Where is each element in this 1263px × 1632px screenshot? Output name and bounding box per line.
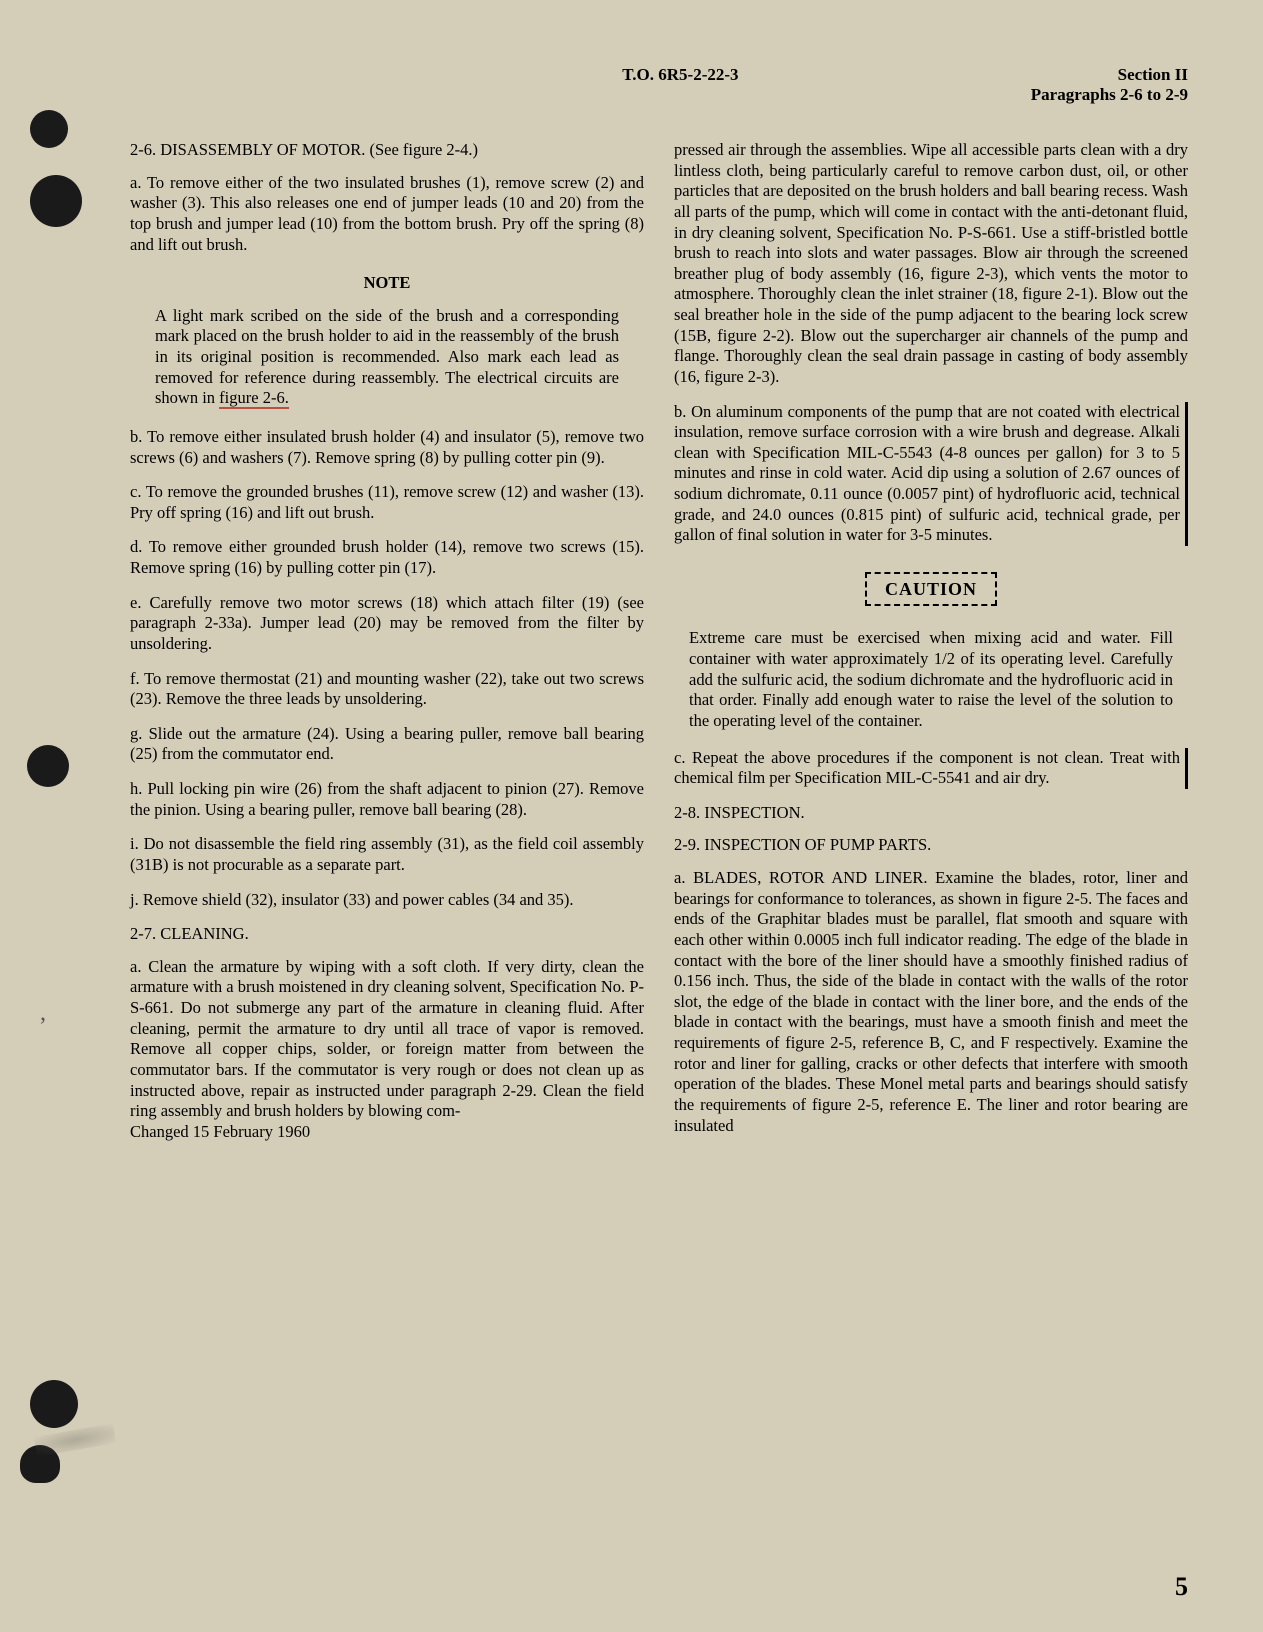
header-paragraphs: Paragraphs 2-6 to 2-9 bbox=[1031, 85, 1188, 105]
right-column: pressed air through the assemblies. Wipe… bbox=[674, 140, 1188, 1150]
section-title-2-7: 2-7. CLEANING. bbox=[130, 924, 644, 945]
para-2-6-f: f. To remove thermostat (21) and mountin… bbox=[130, 669, 644, 710]
para-2-7-a: a. Clean the armature by wiping with a s… bbox=[130, 957, 644, 1122]
header-section: Section II bbox=[1031, 65, 1188, 85]
para-2-6-b: b. To remove either insulated brush hold… bbox=[130, 427, 644, 468]
caution-box: CAUTION bbox=[865, 572, 997, 607]
para-2-9-a: a. BLADES, ROTOR AND LINER. Examine the … bbox=[674, 868, 1188, 1136]
para-2-7-b: b. On aluminum components of the pump th… bbox=[674, 402, 1188, 546]
para-2-6-i: i. Do not disassemble the field ring ass… bbox=[130, 834, 644, 875]
para-2-6-h: h. Pull locking pin wire (26) from the s… bbox=[130, 779, 644, 820]
section-title-2-8: 2-8. INSPECTION. bbox=[674, 803, 1188, 824]
note-heading: NOTE bbox=[130, 273, 644, 294]
para-2-6-e: e. Carefully remove two motor screws (18… bbox=[130, 593, 644, 655]
left-column: 2-6. DISASSEMBLY OF MOTOR. (See figure 2… bbox=[130, 140, 644, 1150]
para-2-6-g: g. Slide out the armature (24). Using a … bbox=[130, 724, 644, 765]
section-title-2-9: 2-9. INSPECTION OF PUMP PARTS. bbox=[674, 835, 1188, 856]
para-2-6-d: d. To remove either grounded brush holde… bbox=[130, 537, 644, 578]
para-2-7-c: c. Repeat the above procedures if the co… bbox=[674, 748, 1188, 789]
caution-body: Extreme care must be exercised when mixi… bbox=[674, 628, 1188, 731]
section-title-2-6: 2-6. DISASSEMBLY OF MOTOR. (See figure 2… bbox=[130, 140, 644, 161]
para-2-6-j: j. Remove shield (32), insulator (33) an… bbox=[130, 890, 644, 911]
document-page: T.O. 6R5-2-22-3 Section II Paragraphs 2-… bbox=[0, 0, 1263, 1632]
content-columns: 2-6. DISASSEMBLY OF MOTOR. (See figure 2… bbox=[130, 140, 1188, 1150]
header-to-number: T.O. 6R5-2-22-3 bbox=[130, 65, 1031, 105]
para-2-6-a: a. To remove either of the two insulated… bbox=[130, 173, 644, 256]
caution-container: CAUTION bbox=[674, 560, 1188, 619]
header-section-info: Section II Paragraphs 2-6 to 2-9 bbox=[1031, 65, 1188, 105]
para-2-7-a-cont: pressed air through the assemblies. Wipe… bbox=[674, 140, 1188, 388]
note-figure-ref: figure 2-6. bbox=[219, 388, 289, 407]
note-body: A light mark scribed on the side of the … bbox=[130, 306, 644, 409]
changed-date: Changed 15 February 1960 bbox=[130, 1122, 310, 1141]
page-header: T.O. 6R5-2-22-3 Section II Paragraphs 2-… bbox=[130, 65, 1188, 105]
para-2-6-c: c. To remove the grounded brushes (11), … bbox=[130, 482, 644, 523]
page-number: 5 bbox=[1175, 1572, 1188, 1602]
